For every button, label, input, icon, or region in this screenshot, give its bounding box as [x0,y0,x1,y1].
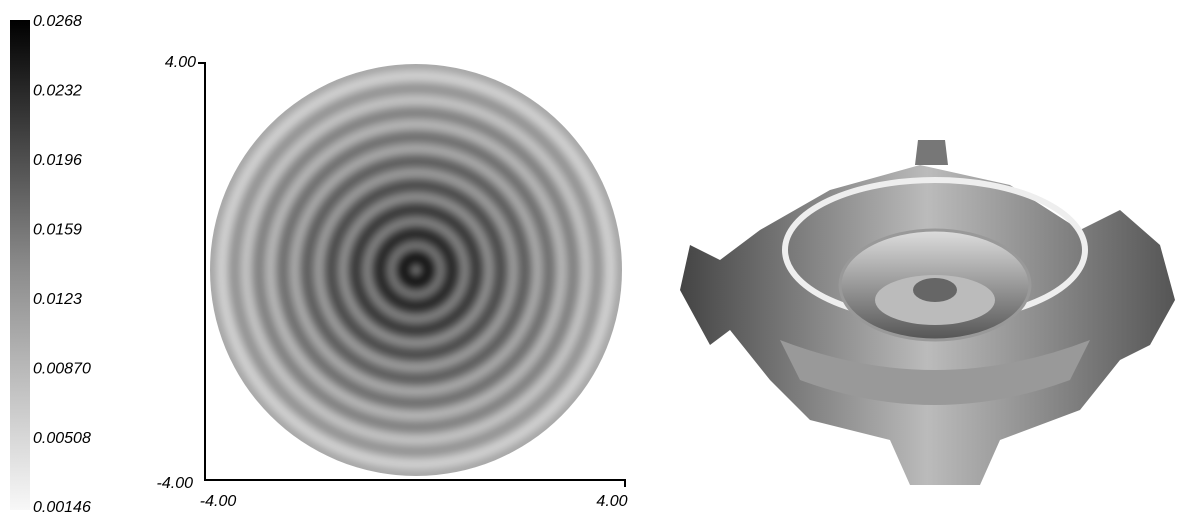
colorbar-label: 0.0159 [33,222,82,239]
surface-center [913,278,957,302]
colorbar-label: 0.00508 [33,430,91,447]
colorbar-label: 0.0268 [33,13,82,30]
colorbar-label: 0.00870 [33,360,91,377]
x-tick-label: -4.00 [200,493,237,510]
surface-peak [915,140,948,165]
colorbar-label: 0.0196 [33,152,82,169]
density-plot [210,64,622,476]
y-tick-label: -4.00 [157,475,194,492]
y-tick-label: 4.00 [165,54,196,71]
colorbar-label: 0.0232 [33,83,82,100]
figure: 0.0268 0.0232 0.0196 0.0159 0.0123 0.00870 0.0… [0,0,1189,519]
colorbar-label: 0.00146 [33,499,91,516]
x-tick-label: 4.00 [596,493,627,510]
colorbar-label: 0.0123 [33,291,82,308]
colorbar-labels: 0.0268 0.0232 0.0196 0.0159 0.0123 0.00870 0.0… [33,13,91,516]
surface-3d [680,140,1175,485]
colorbar [10,20,30,510]
